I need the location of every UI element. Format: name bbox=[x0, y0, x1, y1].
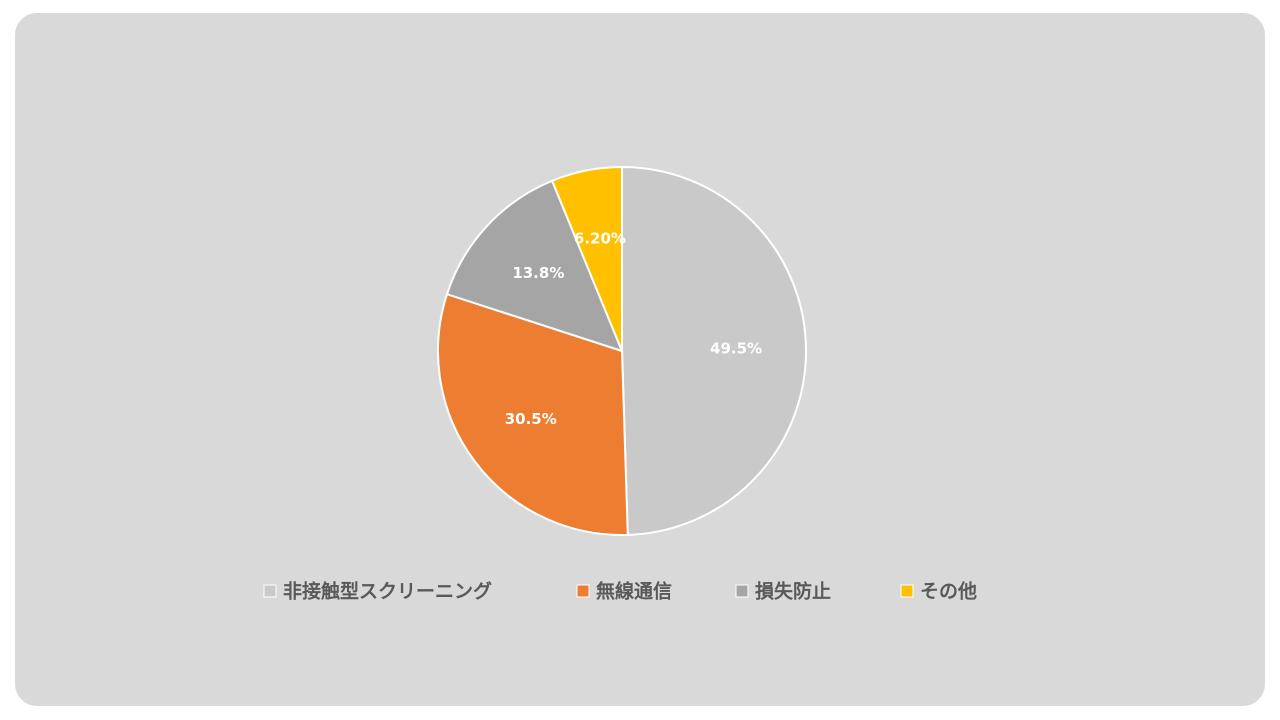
pie-slice bbox=[437, 292, 629, 536]
legend-swatch bbox=[576, 584, 590, 598]
legend-swatch bbox=[900, 584, 914, 598]
data-label: 49.5% bbox=[710, 340, 762, 358]
pie: 49.5% 30.5% 13.8% 6.20% bbox=[437, 165, 807, 536]
legend-label: 無線通信 bbox=[596, 580, 672, 603]
legend: 非接触型スクリーニング 無線通信 損失防止 その他 bbox=[263, 580, 977, 603]
pie-slice bbox=[550, 165, 623, 352]
pie-slice bbox=[445, 179, 624, 353]
legend-swatch bbox=[735, 584, 749, 598]
legend-swatch bbox=[263, 584, 277, 598]
legend-label: 非接触型スクリーニング bbox=[283, 580, 492, 603]
legend-label: 損失防止 bbox=[755, 580, 831, 603]
data-label: 13.8% bbox=[512, 264, 564, 282]
data-label: 6.20% bbox=[574, 230, 626, 248]
data-label: 30.5% bbox=[505, 410, 557, 428]
pie-slice bbox=[621, 165, 807, 536]
legend-label: その他 bbox=[920, 580, 977, 603]
